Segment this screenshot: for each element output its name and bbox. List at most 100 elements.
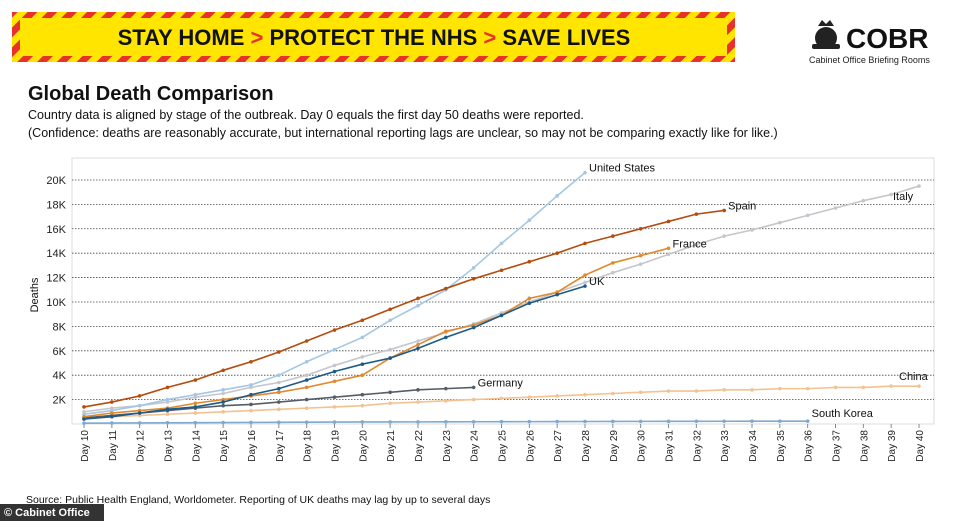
point <box>444 286 448 291</box>
logo-subtitle: Cabinet Office Briefing Rooms <box>809 55 930 65</box>
x-tick-label: Day 17 <box>275 430 286 462</box>
point <box>444 335 448 340</box>
point <box>499 396 504 401</box>
point <box>249 383 253 387</box>
point <box>110 421 114 425</box>
point <box>193 405 198 409</box>
point <box>471 325 476 330</box>
point <box>694 419 699 424</box>
x-tick-label: Day 30 <box>637 430 648 462</box>
point <box>555 292 559 297</box>
point <box>193 392 198 397</box>
point <box>471 419 476 424</box>
x-tick-label: Day 16 <box>247 430 258 462</box>
x-tick-label: Day 26 <box>525 430 536 462</box>
point <box>82 421 86 425</box>
point <box>778 220 782 225</box>
y-tick-label: 12K <box>46 273 66 285</box>
banner-separator: > <box>251 25 264 50</box>
point <box>666 252 671 257</box>
point <box>638 226 643 231</box>
point <box>221 368 225 373</box>
point <box>249 408 253 413</box>
point <box>110 411 114 415</box>
x-tick-label: Day 38 <box>859 430 870 462</box>
series-label: Spain <box>728 200 756 212</box>
point <box>137 421 142 425</box>
point <box>221 400 225 404</box>
x-tick-label: Day 23 <box>442 430 453 462</box>
point <box>332 369 337 374</box>
point <box>805 386 810 391</box>
point <box>638 419 643 424</box>
series-label: China <box>899 371 929 383</box>
point <box>304 359 309 364</box>
plot-frame <box>71 157 935 425</box>
chart-title: Global Death Comparison <box>28 83 274 105</box>
point <box>416 296 420 301</box>
x-tick-label: Day 22 <box>414 430 425 462</box>
chart-subtitle: (Confidence: deaths are reasonably accur… <box>28 126 778 140</box>
point <box>666 219 671 224</box>
point <box>332 379 337 384</box>
point <box>722 419 726 424</box>
y-tick-label: 6K <box>53 346 67 358</box>
point <box>277 420 281 425</box>
point <box>722 388 726 392</box>
logo-name: COBR <box>846 23 928 54</box>
point <box>193 378 198 382</box>
point <box>388 307 392 312</box>
point <box>527 301 532 306</box>
point <box>193 401 198 406</box>
x-tick-label: Day 28 <box>581 430 592 462</box>
point <box>137 411 142 415</box>
point <box>277 400 281 404</box>
x-tick-label: Day 12 <box>136 430 147 462</box>
point <box>444 399 448 403</box>
point <box>416 388 420 392</box>
series-label: Germany <box>478 377 524 389</box>
banner-part: STAY HOME <box>118 25 245 50</box>
point <box>555 394 559 398</box>
series-label: United States <box>589 163 656 175</box>
x-tick-label: Day 15 <box>219 430 230 462</box>
point <box>332 363 337 368</box>
point <box>889 384 893 388</box>
y-tick-label: 8K <box>53 321 67 333</box>
point <box>277 407 281 412</box>
point <box>833 206 838 210</box>
series-line <box>83 285 586 420</box>
point <box>249 392 253 397</box>
point <box>277 350 281 354</box>
point <box>471 397 476 402</box>
y-tick-label: 16K <box>46 224 66 236</box>
series-line <box>83 247 669 418</box>
point <box>805 419 810 423</box>
x-tick-label: Day 10 <box>80 430 91 462</box>
point <box>917 384 921 388</box>
logo: COBR Cabinet Office Briefing Rooms <box>809 20 930 65</box>
point <box>165 420 170 425</box>
x-tick-label: Day 18 <box>303 430 314 462</box>
x-tick-label: Day 40 <box>915 430 926 462</box>
y-axis-label: Deaths <box>29 277 41 312</box>
point <box>583 241 587 246</box>
point <box>110 400 114 404</box>
point <box>805 213 810 218</box>
point <box>527 419 532 424</box>
point <box>833 385 838 390</box>
point <box>221 403 225 408</box>
y-tick-label: 14K <box>46 248 66 260</box>
x-tick-label: Day 24 <box>470 430 481 462</box>
credit-box <box>0 504 104 521</box>
point <box>277 380 281 385</box>
point <box>527 395 532 399</box>
point <box>611 391 615 396</box>
point <box>583 280 587 285</box>
point <box>611 234 615 238</box>
point <box>722 234 726 238</box>
x-tick-label: Day 25 <box>498 430 509 462</box>
banner-fill <box>20 18 727 56</box>
point <box>722 208 726 213</box>
banner: STAY HOME > PROTECT THE NHS > SAVE LIVES <box>12 12 735 62</box>
